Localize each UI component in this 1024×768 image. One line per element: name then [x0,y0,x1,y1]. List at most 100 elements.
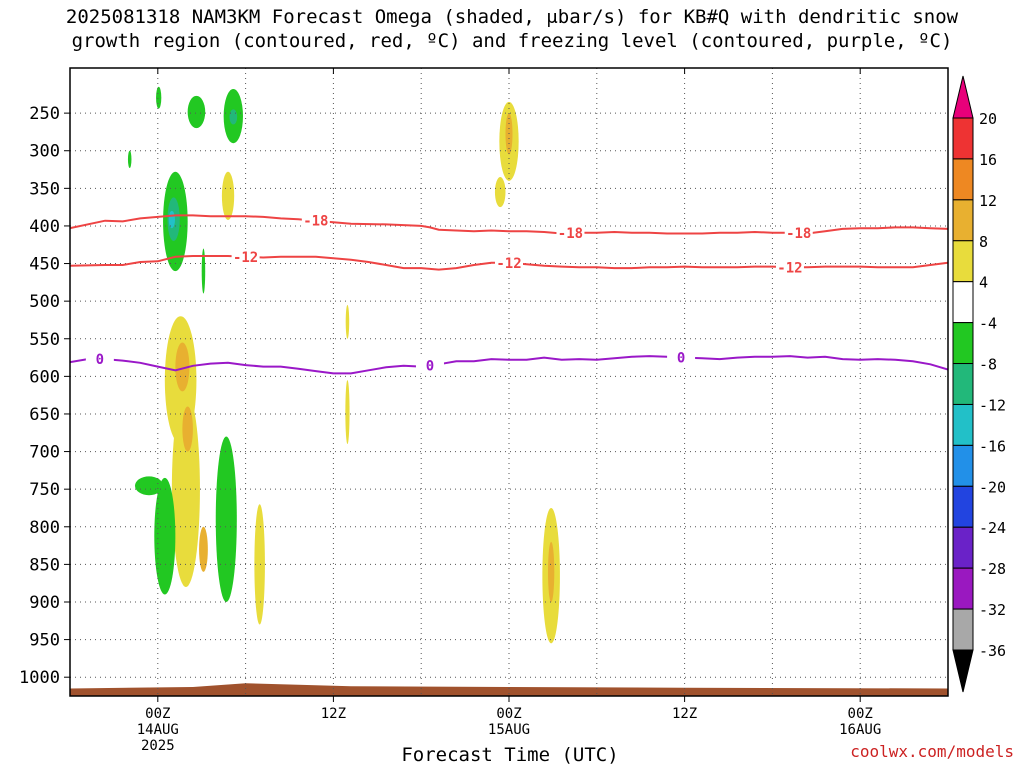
contour-label-0-1: -18 [558,226,583,242]
omega-colorbar: 20 16 12 8 4 -4 -8 -12 -16 -20 -24 -28 -32 -36 [952,75,1006,693]
ytick-label-300: 300 [29,142,60,162]
colorbar-seg-12 [952,608,974,651]
ytick-label-1000: 1000 [19,668,60,688]
contour-label-bg-2-0 [85,351,114,368]
colorbar-seg-9 [952,485,974,528]
ytick-label-650: 650 [29,405,60,425]
omega-region-18 [254,504,265,625]
colorbar-label-5: -4 [979,315,997,333]
colorbar-seg-4 [952,281,974,324]
ytick-label-600: 600 [29,367,60,387]
xtick-label-40-0: 00Z [848,706,873,722]
omega-region-12 [182,406,193,452]
contour-labels: -18 -18 -18 -12 -12 -12 0 0 0 [85,212,813,374]
omega-region-4 [229,109,238,125]
omega-region-13 [199,526,208,572]
contour-label-bg-2-1 [415,357,444,374]
contour-label-bg-0-1 [556,225,585,242]
contour-label-1-0: -12 [233,250,258,266]
colorbar-seg-11 [952,567,974,610]
colorbar-seg-7 [952,403,974,446]
contour-label-2-2: 0 [677,350,685,366]
xtick-label-40-1: 16AUG [839,722,881,738]
terrain-band [70,683,948,696]
ytick-label-900: 900 [29,593,60,613]
omega-region-16 [154,477,176,595]
ytick-label-500: 500 [29,292,60,312]
colorbar-label-13: -36 [979,642,1006,660]
ytick-label-750: 750 [29,480,60,500]
omega-region-8 [221,171,235,220]
contour-label-bg-2-2 [667,349,696,366]
ytick-label-800: 800 [29,518,60,538]
xtick-label-0-1: 14AUG [137,722,179,738]
colorbar-label-0: 20 [979,110,997,128]
colorbar-label-8: -16 [979,437,1006,455]
chart-title-line-2: growth region (contoured, red, ºC) and f… [71,30,953,52]
omega-region-7 [127,150,132,169]
ytick-label-250: 250 [29,104,60,124]
colorbar-bottom-arrow [952,649,974,693]
omega-region-22 [494,177,506,208]
ytick-label-400: 400 [29,217,60,237]
contour-label-2-0: 0 [96,352,104,368]
colorbar-label-3: 8 [979,233,988,251]
xtick-label-0-2: 2025 [141,738,175,754]
contour-label-1-2: -12 [777,260,802,276]
omega-region-15 [215,436,237,602]
contour-label-bg-1-1 [495,254,523,271]
colorbar-seg-8 [952,444,974,487]
contour-label-2-1: 0 [426,358,434,374]
colorbar-label-9: -20 [979,478,1006,496]
contour-label-bg-0-0 [301,212,330,229]
colorbar-seg-10 [952,526,974,569]
omega-region-14 [201,248,206,294]
omega-region-11 [175,342,190,392]
colorbar-top-arrow [952,75,974,119]
colorbar-seg-6 [952,363,974,405]
x-axis-title: Forecast Time (UTC) [401,744,619,766]
xtick-label-10-0: 12Z [321,706,346,722]
y-axis-ticks: 250 300 350 400 450 500 550 600 650 700 750 800 850 9… [19,104,70,688]
colorbar-label-2: 12 [979,192,997,210]
xtick-label-30-0: 12Z [672,706,697,722]
ytick-label-550: 550 [29,330,60,350]
xtick-label-20-0: 00Z [496,706,521,722]
contour-label-bg-0-2 [784,225,813,242]
ytick-label-850: 850 [29,555,60,575]
colorbar-seg-2 [952,199,974,242]
temperature-contours [70,214,948,375]
xtick-label-0-0: 00Z [145,706,170,722]
ytick-label-450: 450 [29,255,60,275]
colorbar-seg-0 [952,117,974,160]
colorbar-label-11: -28 [979,560,1006,578]
colorbar-label-10: -24 [979,519,1006,537]
omega-region-20 [345,380,350,445]
colorbar-seg-3 [952,240,974,283]
colorbar-label-6: -8 [979,356,997,374]
colorbar-label-7: -12 [979,396,1006,414]
colorbar-label-4: 4 [979,274,988,292]
contour-line-2 [70,355,948,375]
omega-region-19 [345,304,350,339]
terrain-fill [70,683,948,696]
ytick-label-350: 350 [29,179,60,199]
omega-region-5 [187,95,206,129]
colorbar-label-12: -32 [979,601,1006,619]
omega-region-6 [156,86,162,109]
xtick-label-20-1: 15AUG [488,722,530,738]
contour-label-0-2: -18 [786,226,811,242]
chart-title-line-1: 2025081318 NAM3KM Forecast Omega (shaded… [65,6,959,28]
colorbar-label-1: 16 [979,151,997,169]
contour-label-1-1: -12 [496,256,521,272]
ytick-label-950: 950 [29,631,60,651]
omega-region-2 [168,210,176,229]
omega-region-17 [134,476,164,496]
contour-label-bg-1-0 [231,248,260,265]
site-credit[interactable]: coolwx.com/models [850,742,1014,761]
ytick-label-700: 700 [29,443,60,463]
omega-region-25 [547,541,555,602]
contour-label-0-0: -18 [303,214,328,230]
